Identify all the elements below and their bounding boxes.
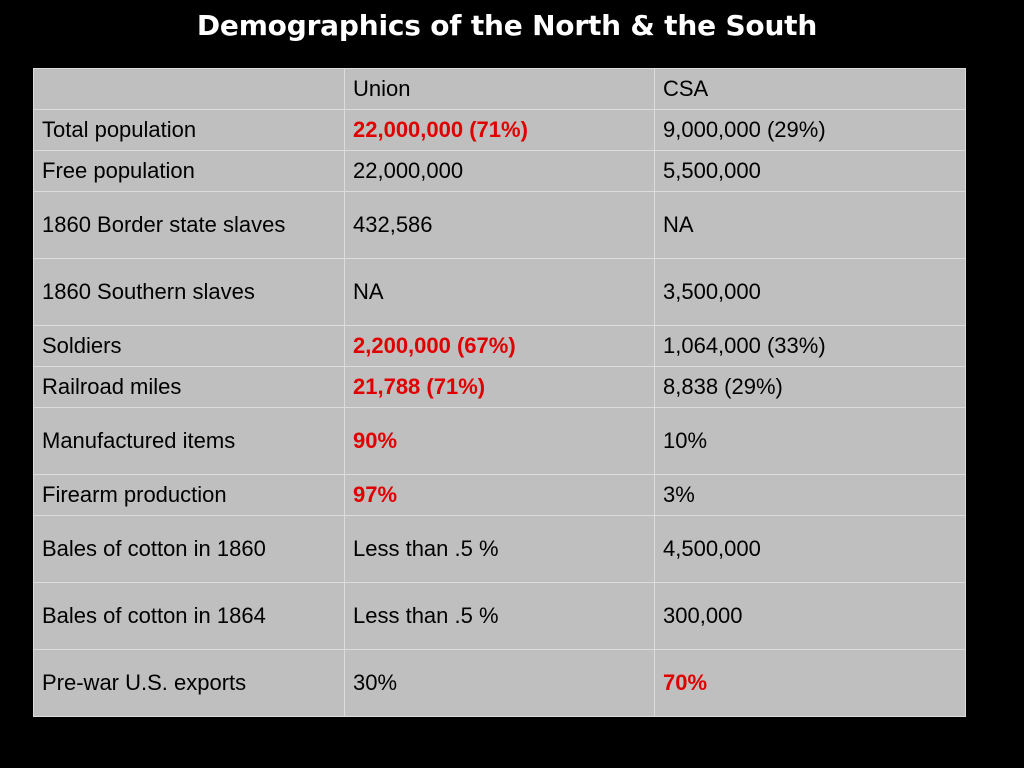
table-row: Manufactured items 90% 10% [33,407,966,475]
union-value: 30% [344,649,655,717]
row-label: Manufactured items [33,407,345,475]
row-label: Pre-war U.S. exports [33,649,345,717]
union-value: Less than .5 % [344,515,655,583]
row-label: Free population [33,150,345,192]
union-value: 2,200,000 (67%) [344,325,655,367]
table-row: 1860 Border state slaves 432,586 NA [33,191,966,259]
row-label: Bales of cotton in 1864 [33,582,345,650]
row-label: Railroad miles [33,366,345,408]
csa-value: 8,838 (29%) [654,366,966,408]
header-cell-union: Union [344,68,655,110]
table-row: Bales of cotton in 1864 Less than .5 % 3… [33,582,966,650]
csa-value: 5,500,000 [654,150,966,192]
table-row: 1860 Southern slaves NA 3,500,000 [33,258,966,326]
union-value: Less than .5 % [344,582,655,650]
table-row: Firearm production 97% 3% [33,474,966,516]
slide-title: Demographics of the North & the South [196,9,818,42]
union-value: 22,000,000 [344,150,655,192]
csa-value: 3% [654,474,966,516]
table-row: Free population 22,000,000 5,500,000 [33,150,966,192]
row-label: Firearm production [33,474,345,516]
table-row: Total population 22,000,000 (71%) 9,000,… [33,109,966,151]
row-label: Bales of cotton in 1860 [33,515,345,583]
row-label: Soldiers [33,325,345,367]
csa-value: NA [654,191,966,259]
header-cell-empty [33,68,345,110]
csa-value: 300,000 [654,582,966,650]
table-header-row: Union CSA [33,68,966,110]
table-row: Pre-war U.S. exports 30% 70% [33,649,966,717]
union-value: NA [344,258,655,326]
union-value: 432,586 [344,191,655,259]
csa-value: 1,064,000 (33%) [654,325,966,367]
demographics-table: Union CSA Total population 22,000,000 (7… [33,68,966,717]
union-value: 90% [344,407,655,475]
header-cell-csa: CSA [654,68,966,110]
row-label: 1860 Border state slaves [33,191,345,259]
table-row: Bales of cotton in 1860 Less than .5 % 4… [33,515,966,583]
row-label: Total population [33,109,345,151]
csa-value: 9,000,000 (29%) [654,109,966,151]
csa-value: 70% [654,649,966,717]
union-value: 21,788 (71%) [344,366,655,408]
union-value: 97% [344,474,655,516]
csa-value: 3,500,000 [654,258,966,326]
csa-value: 10% [654,407,966,475]
union-value: 22,000,000 (71%) [344,109,655,151]
csa-value: 4,500,000 [654,515,966,583]
row-label: 1860 Southern slaves [33,258,345,326]
table-row: Soldiers 2,200,000 (67%) 1,064,000 (33%) [33,325,966,367]
table-row: Railroad miles 21,788 (71%) 8,838 (29%) [33,366,966,408]
